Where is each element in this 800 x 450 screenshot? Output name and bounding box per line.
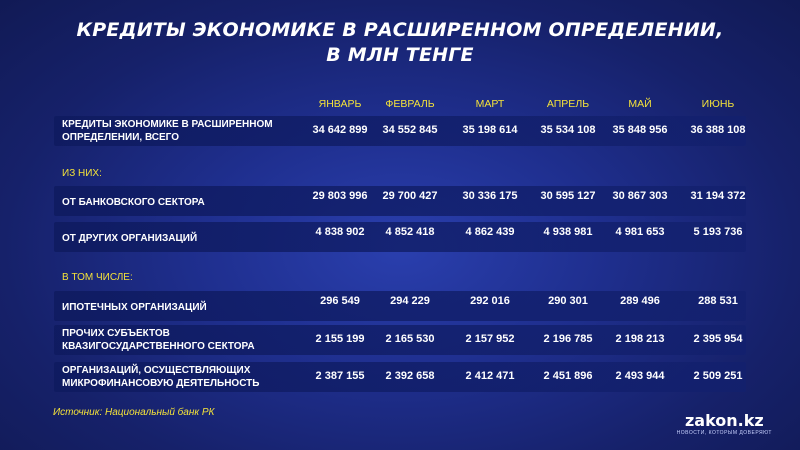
table-cell: 2 395 954 [693,333,743,345]
table-cell: 4 852 418 [385,226,435,238]
table-cell: 2 392 658 [385,370,435,382]
table-cell: 34 642 899 [312,124,368,136]
table-cell: 35 198 614 [462,124,518,136]
table-cell: 29 700 427 [382,190,438,202]
table-cell: 36 388 108 [690,124,746,136]
column-header-6: ИЮНЬ [701,98,735,110]
table-cell: 2 493 944 [615,370,665,382]
table-row: КРЕДИТЫ ЭКОНОМИКЕ В РАСШИРЕННОМ ОПРЕДЕЛЕ… [54,116,746,146]
table-cell: 292 016 [470,295,510,307]
row-label: ОТ ДРУГИХ ОРГАНИЗАЦИЙ [62,233,198,244]
table-cell: 34 552 845 [382,124,438,136]
row-label: ОТ БАНКОВСКОГО СЕКТОРА [62,197,205,208]
section-label-including: В ТОМ ЧИСЛЕ: [62,272,133,283]
column-header-2: ФЕВРАЛЬ [385,98,435,110]
row-label: ОРГАНИЗАЦИЙ, ОСУЩЕСТВЛЯЮЩИХ МИКРОФИНАНСО… [62,365,260,389]
row-label: КРЕДИТЫ ЭКОНОМИКЕ В РАСШИРЕННОМ ОПРЕДЕЛЕ… [62,119,273,143]
table-cell: 31 194 372 [690,190,746,202]
zakon-logo: zakon.kz НОВОСТИ, КОТОРЫМ ДОВЕРЯЮТ [676,411,772,437]
table-cell: 4 938 981 [543,226,593,238]
table-cell: 4 838 902 [315,226,365,238]
table-cell: 2 198 213 [615,333,665,345]
table-cell: 35 848 956 [612,124,668,136]
table-cell: 288 531 [698,295,738,307]
table-cell: 29 803 996 [312,190,368,202]
table-cell: 35 534 108 [540,124,596,136]
column-header-4: АПРЕЛЬ [546,98,590,110]
table-row: ОТ ДРУГИХ ОРГАНИЗАЦИЙ 4 838 902 4 852 418 4… [54,222,746,252]
table-cell: 2 157 952 [465,333,515,345]
table-row: ИПОТЕЧНЫХ ОРГАНИЗАЦИЙ 296 549 294 229 292 0… [54,291,746,321]
table-cell: 296 549 [320,295,360,307]
table-cell: 2 509 251 [693,370,743,382]
table-cell: 2 196 785 [543,333,593,345]
table-cell: 2 165 530 [385,333,435,345]
table-cell: 294 229 [390,295,430,307]
column-header-1: ЯНВАРЬ [318,98,362,110]
title-line-2: В МЛН ТЕНГЕ [326,44,474,66]
table-cell: 2 451 896 [543,370,593,382]
table-cell: 30 867 303 [612,190,668,202]
column-header-5: МАЙ [628,98,652,110]
table-cell: 4 981 653 [615,226,665,238]
section-label-of-which: ИЗ НИХ: [62,168,102,179]
table-cell: 4 862 439 [465,226,515,238]
table-cell: 2 387 155 [315,370,365,382]
table-row: ПРОЧИХ СУБЪЕКТОВ КВАЗИГОСУДАРСТВЕННОГО С… [54,325,746,355]
table-cell: 290 301 [548,295,588,307]
table-cell: 30 595 127 [540,190,596,202]
logo-tagline: НОВОСТИ, КОТОРЫМ ДОВЕРЯЮТ [676,430,772,436]
row-label: ПРОЧИХ СУБЪЕКТОВ КВАЗИГОСУДАРСТВЕННОГО С… [62,328,255,352]
column-header-3: МАРТ [475,98,505,110]
chart-title: КРЕДИТЫ ЭКОНОМИКЕ В РАСШИРЕННОМ ОПРЕДЕЛЕ… [0,18,800,68]
table-cell: 289 496 [620,295,660,307]
table-cell: 30 336 175 [462,190,518,202]
table-row: ОРГАНИЗАЦИЙ, ОСУЩЕСТВЛЯЮЩИХ МИКРОФИНАНСО… [54,362,746,392]
title-line-1: КРЕДИТЫ ЭКОНОМИКЕ В РАСШИРЕННОМ ОПРЕДЕЛЕ… [76,19,724,41]
source-note: Источник: Национальный банк РК [53,407,215,418]
table-cell: 5 193 736 [693,226,743,238]
table-row: ОТ БАНКОВСКОГО СЕКТОРА 29 803 996 29 700 4… [54,186,746,216]
table-cell: 2 412 471 [465,370,515,382]
table-cell: 2 155 199 [315,333,365,345]
logo-name: zakon.kz [684,411,764,430]
row-label: ИПОТЕЧНЫХ ОРГАНИЗАЦИЙ [62,302,207,313]
